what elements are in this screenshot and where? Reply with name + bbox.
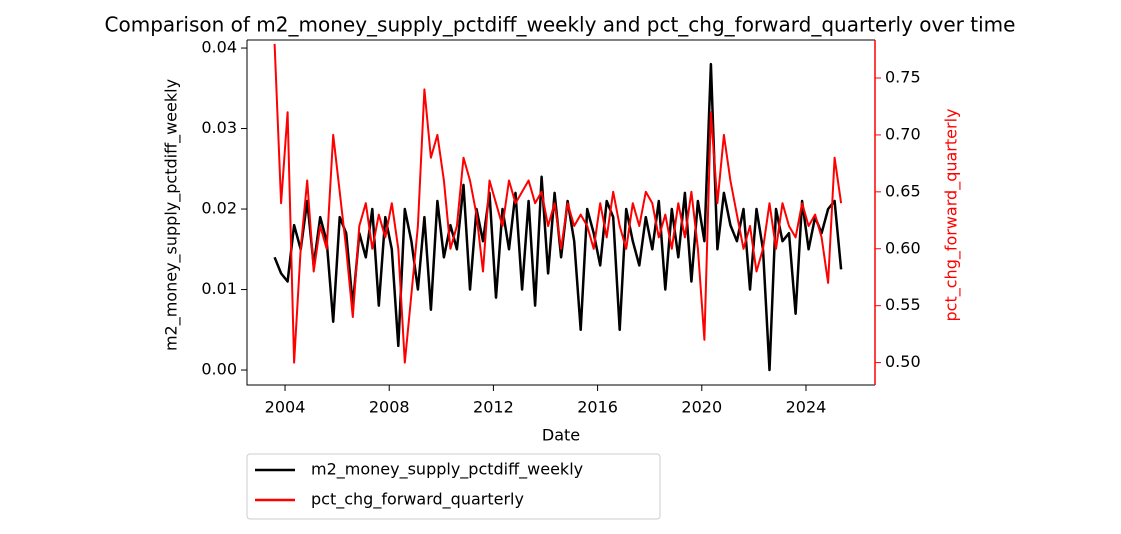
x-axis-label: Date — [542, 426, 580, 445]
y-tick-label: 0.03 — [201, 118, 237, 137]
y2-tick-label: 0.65 — [885, 181, 921, 200]
y-tick-label: 0.00 — [201, 360, 237, 379]
data-line — [273, 62, 843, 372]
y2-tick-label: 0.50 — [885, 352, 921, 371]
y2-tick-label: 0.55 — [885, 295, 921, 314]
x-tick-label: 2024 — [786, 398, 827, 417]
data-line — [273, 43, 843, 364]
chart-title: Comparison of m2_money_supply_pctdiff_we… — [105, 13, 1016, 37]
y2-tick-label: 0.75 — [885, 68, 921, 87]
y-tick-label: 0.01 — [201, 279, 237, 298]
y-tick-label: 0.04 — [201, 38, 237, 57]
y2-axis-label: pct_chg_forward_quarterly — [942, 109, 962, 322]
legend-label: pct_chg_forward_quarterly — [311, 490, 524, 510]
legend-box — [246, 453, 661, 520]
legend-label: m2_money_supply_pctdiff_weekly — [311, 460, 583, 480]
x-tick-label: 2020 — [681, 398, 722, 417]
x-tick-label: 2008 — [369, 398, 410, 417]
x-tick-label: 2012 — [473, 398, 514, 417]
x-tick-label: 2004 — [265, 398, 306, 417]
x-tick-label: 2016 — [577, 398, 618, 417]
y-tick-label: 0.02 — [201, 199, 237, 218]
y2-tick-label: 0.60 — [885, 238, 921, 257]
y2-tick-label: 0.70 — [885, 124, 921, 143]
y-axis-label: m2_money_supply_pctdiff_weekly — [162, 79, 182, 351]
axes-frame — [246, 40, 875, 386]
